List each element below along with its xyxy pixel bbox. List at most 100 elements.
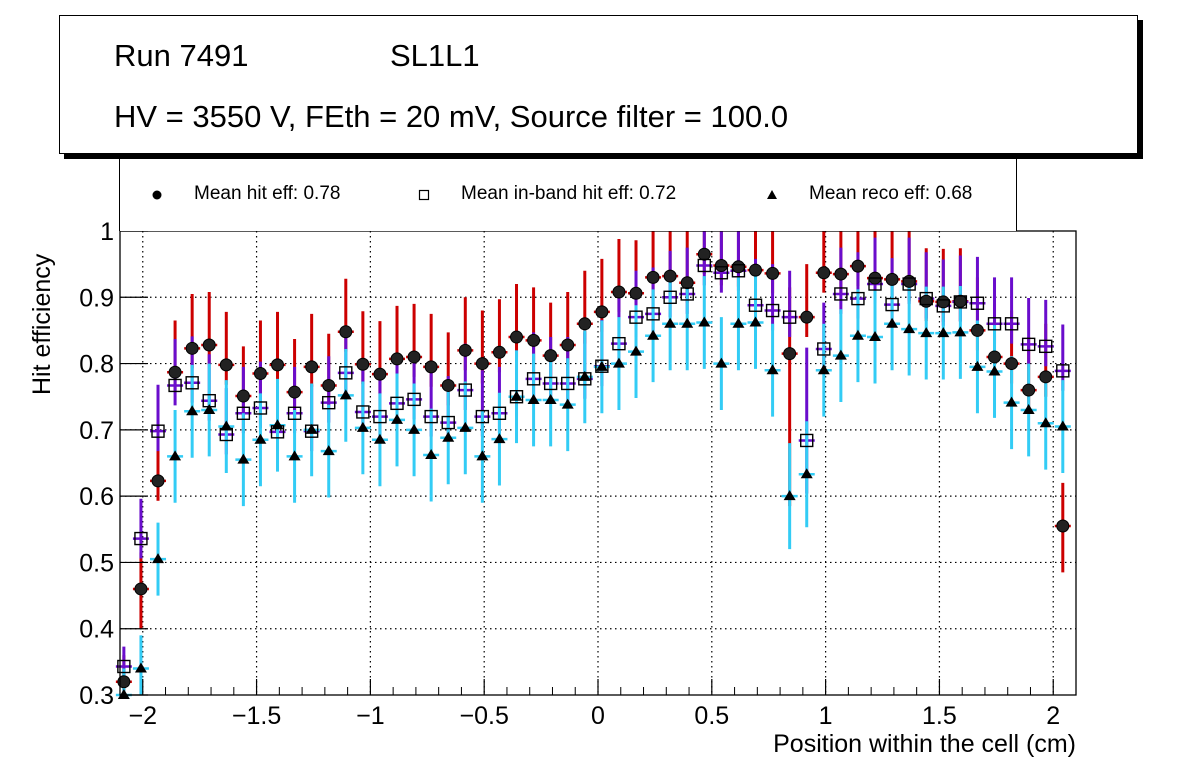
hit-eff-point [851, 259, 865, 273]
hit-eff-point [475, 357, 489, 371]
inband-eff-point [663, 290, 677, 304]
inband-eff-point [629, 310, 643, 324]
layer-label: SL1L1 [390, 38, 480, 73]
inband-eff-point [561, 376, 575, 391]
inband-eff-point [236, 406, 251, 420]
reco-eff-point [834, 349, 847, 360]
reco-eff-point [220, 420, 233, 431]
reco-eff-point [886, 317, 899, 328]
y-tick-label: 0.6 [79, 483, 114, 511]
reco-eff-point [630, 345, 643, 356]
x-axis-title: Position within the cell (cm) [773, 730, 1076, 758]
inband-eff-point [987, 317, 1002, 331]
reco-eff-point [476, 450, 489, 461]
x-tick-label: 1 [819, 702, 833, 730]
hit-eff-point [1039, 370, 1053, 384]
reco-eff-point [595, 360, 608, 371]
hit-eff-point [1005, 357, 1019, 371]
hit-eff-point [527, 333, 541, 347]
hit-eff-point [202, 338, 216, 352]
inband-eff-point [117, 659, 131, 674]
hit-eff-point [953, 294, 967, 308]
reco-eff-point [1022, 403, 1035, 414]
hit-eff-point [322, 378, 336, 392]
reco-eff-point [578, 370, 591, 381]
reco-eff-point [664, 317, 677, 328]
x-tick-label: −1.5 [232, 702, 281, 730]
axis-ticks [119, 230, 1077, 696]
hit-eff-point [885, 272, 899, 286]
data-markers [117, 247, 1070, 699]
reco-eff-point [1056, 420, 1069, 431]
x-tick-label: −1 [356, 702, 385, 730]
run-number: Run 7491 [114, 38, 249, 73]
reco-eff-point [698, 316, 711, 327]
inband-eff-point [458, 383, 472, 397]
inband-eff-point [526, 372, 541, 386]
inband-eff-point [919, 291, 933, 306]
inband-eff-point [339, 366, 353, 380]
inband-eff-point [322, 395, 336, 410]
hit-eff-point [441, 378, 455, 392]
inband-eff-point [612, 336, 626, 351]
x-tick-label: 0 [591, 702, 605, 730]
reco-eff-point [869, 331, 882, 342]
hit-eff-point [663, 269, 677, 283]
inband-eff-point [390, 396, 404, 411]
hit-eff-point [817, 266, 831, 280]
reco-eff-point [459, 421, 472, 432]
hit-eff-point [561, 338, 575, 352]
reco-eff-point [391, 413, 404, 424]
hit-eff-point [424, 360, 438, 374]
inband-eff-point [356, 405, 370, 419]
reco-eff-point [903, 323, 916, 334]
legend-item-inband: Mean in-band hit eff: 0.72 [461, 183, 677, 204]
hit-eff-point [970, 323, 984, 337]
y-tick-labels: 0.3 0.4 0.5 0.6 0.7 0.8 0.9 1 [79, 218, 114, 710]
hit-eff-point [902, 274, 916, 288]
hit-eff-point [168, 365, 182, 379]
title-panel: Run 7491 SL1L1 HV = 3550 V, FEth = 20 mV… [59, 15, 1138, 154]
inband-eff-point [902, 277, 916, 291]
inband-eff-point [817, 342, 831, 356]
hit-eff-point [185, 341, 199, 355]
inband-eff-point [185, 376, 199, 390]
x-tick-label: 1.5 [922, 702, 957, 730]
reco-eff-point [442, 431, 455, 442]
hit-eff-point [749, 263, 763, 277]
reco-eff-point [800, 468, 813, 479]
inband-eff-point [543, 376, 558, 391]
inband-eff-point [407, 392, 421, 407]
inband-eff-point [441, 415, 455, 430]
reco-eff-point [186, 405, 199, 416]
inband-eff-point [748, 298, 763, 312]
reco-eff-point [373, 433, 386, 444]
reco-eff-point [288, 450, 301, 461]
hit-eff-point [936, 295, 950, 309]
reco-eff-point [817, 364, 830, 375]
inband-eff-point [885, 297, 899, 312]
hit-eff-point [988, 350, 1002, 364]
inband-eff-point [168, 378, 182, 393]
hit-eff-point [271, 358, 285, 372]
reco-eff-point [749, 316, 762, 327]
inband-eff-point [800, 433, 814, 448]
inband-eff-point [834, 287, 848, 301]
hit-eff-point [510, 330, 524, 344]
inband-eff-point [680, 287, 694, 301]
reco-eff-point [510, 390, 523, 401]
legend-item-hit: Mean hit eff: 0.78 [194, 183, 341, 204]
reco-eff-point [254, 433, 267, 444]
inband-eff-point [646, 307, 660, 321]
reco-eff-point [766, 364, 779, 375]
inband-eff-point [1021, 337, 1036, 352]
hit-eff-point [680, 276, 694, 290]
y-axis-title: Hit efficiency [28, 253, 56, 395]
y-tick-label: 0.8 [79, 351, 114, 379]
hit-eff-point [697, 247, 711, 261]
inband-eff-point [953, 295, 968, 309]
reco-eff-point [425, 449, 438, 460]
x-tick-label: 0.5 [694, 702, 729, 730]
inband-eff-point [424, 409, 438, 424]
